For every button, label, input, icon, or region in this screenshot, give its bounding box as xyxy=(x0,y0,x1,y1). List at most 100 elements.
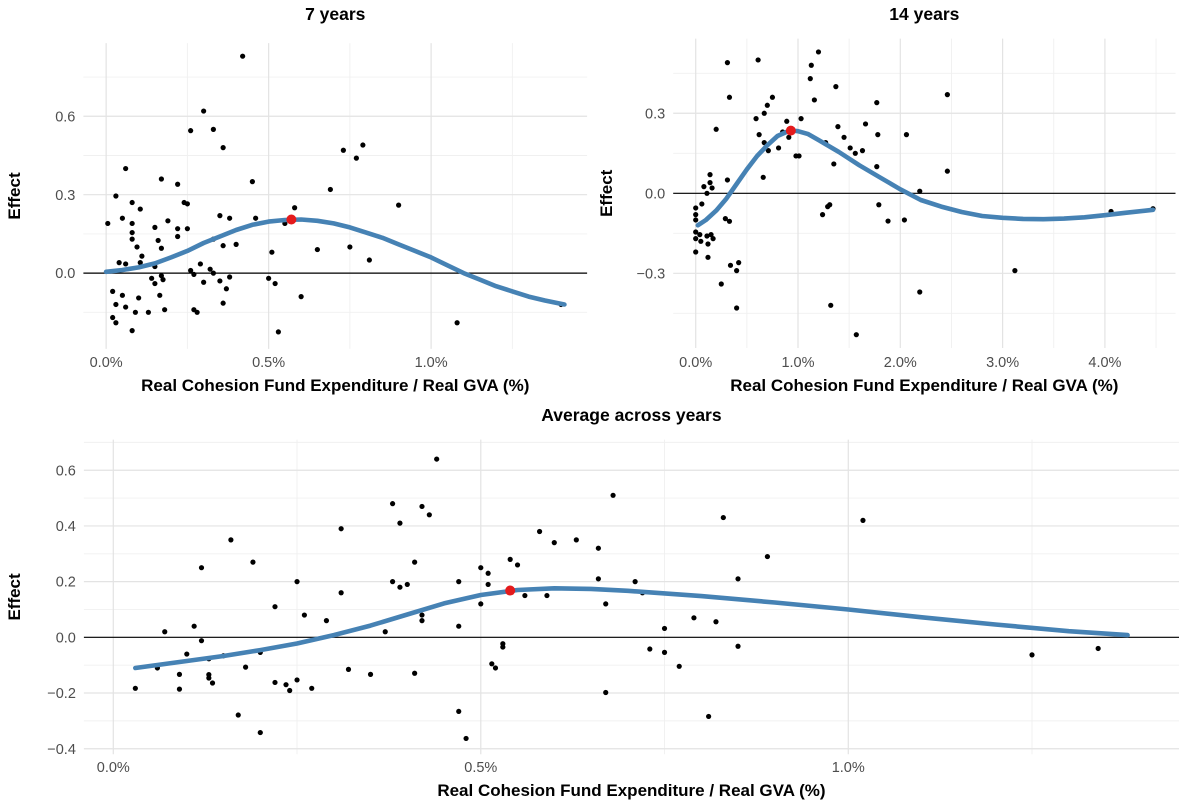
scatter-point xyxy=(327,186,333,193)
scatter-point xyxy=(162,629,168,635)
scatter-point xyxy=(704,190,710,196)
scatter-point xyxy=(1012,268,1018,274)
scatter-point xyxy=(220,243,226,249)
scatter-point xyxy=(860,517,866,523)
scatter-point xyxy=(197,261,203,267)
scatter-point xyxy=(724,177,731,183)
scatter-point xyxy=(123,165,129,172)
scatter-point xyxy=(713,126,719,132)
scatter-point xyxy=(807,76,813,82)
scatter-point xyxy=(272,604,278,610)
scatter-point xyxy=(176,686,183,692)
scatter-point xyxy=(191,623,197,629)
smooth-curve xyxy=(695,128,1156,228)
x-tick-label: 0.0% xyxy=(679,355,712,371)
scatter-point xyxy=(217,213,223,219)
scatter-point xyxy=(764,553,771,560)
scatter-point xyxy=(676,663,682,669)
scatter-point xyxy=(573,537,579,543)
scatter-point xyxy=(188,128,194,134)
scatter-point xyxy=(485,581,491,588)
scatter-point xyxy=(217,278,223,284)
panel-title: 14 years xyxy=(889,4,959,24)
scatter-point xyxy=(595,576,601,582)
scatter-point xyxy=(693,217,699,223)
scatter-point xyxy=(382,629,388,635)
smooth-curve xyxy=(133,586,1130,671)
scatter-point xyxy=(610,492,616,498)
y-tick-label: 0.0 xyxy=(55,266,75,282)
scatter-point xyxy=(522,592,528,599)
scatter-point xyxy=(210,270,216,276)
x-tick-label: 4.0% xyxy=(1088,355,1121,371)
scatter-point xyxy=(693,205,699,211)
scatter-point xyxy=(551,540,557,546)
scatter-point xyxy=(426,512,432,518)
scatter-point xyxy=(345,666,352,672)
scatter-point xyxy=(396,202,402,208)
scatter-point xyxy=(294,677,300,683)
y-tick-label: 0.0 xyxy=(56,630,76,646)
scatter-point xyxy=(152,280,158,287)
scatter-point xyxy=(853,332,859,338)
scatter-point xyxy=(123,304,129,310)
scatter-point xyxy=(454,320,460,326)
scatter-point xyxy=(876,202,882,208)
scatter-point xyxy=(735,576,741,582)
scatter-point xyxy=(835,124,841,130)
scatter-point xyxy=(901,217,908,223)
scatter-point xyxy=(137,260,143,266)
scatter-point xyxy=(456,623,462,629)
scatter-point xyxy=(514,562,521,568)
scatter-point xyxy=(841,134,847,140)
scatter-point xyxy=(706,713,712,720)
scatter-point xyxy=(242,664,249,670)
x-tick-label: 1.0% xyxy=(832,760,865,776)
scatter-point xyxy=(697,232,703,238)
scatter-point xyxy=(220,300,226,306)
scatter-point xyxy=(194,309,200,315)
scatter-point xyxy=(272,679,278,686)
scatter-point xyxy=(796,153,802,159)
scatter-point xyxy=(119,292,125,298)
scatter-point xyxy=(753,116,759,122)
scatter-point xyxy=(210,126,216,132)
panel-average-across-years: Average across years 0.0% 0.5% 1.0% −0.4 −0.2… xyxy=(5,405,1179,800)
scatter-point xyxy=(301,612,307,618)
scatter-point xyxy=(113,301,119,308)
scatter-point xyxy=(707,180,713,186)
scatter-point xyxy=(338,590,344,596)
x-tick-label: 0.0% xyxy=(90,355,123,371)
y-axis-title: Effect xyxy=(597,169,616,217)
scatter-point xyxy=(456,579,462,585)
x-axis-title: Real Cohesion Fund Expenditure / Real GV… xyxy=(437,781,825,800)
scatter-point xyxy=(181,199,187,206)
optimum-point xyxy=(505,585,516,596)
scatter-point xyxy=(129,236,135,242)
scatter-point xyxy=(693,236,699,242)
scatter-point xyxy=(389,579,396,585)
scatter-point xyxy=(249,179,255,185)
scatter-point xyxy=(769,94,776,100)
y-tick-label: 0.3 xyxy=(645,106,665,122)
scatter-point xyxy=(734,305,740,311)
scatter-point xyxy=(404,581,410,588)
scatter-point xyxy=(463,735,469,742)
scatter-point xyxy=(209,680,216,686)
scatter-point xyxy=(917,289,923,295)
scatter-point xyxy=(852,150,858,156)
scatter-point xyxy=(162,307,168,313)
scatter-point xyxy=(734,268,740,274)
scatter-point xyxy=(360,142,366,148)
scatter-point xyxy=(145,309,151,315)
scatter-point xyxy=(707,172,713,178)
scatter-point xyxy=(123,261,129,267)
scatter-point xyxy=(412,670,418,676)
scatter-point xyxy=(456,708,462,715)
panel-14-years: 14 years 0.0% 1.0% 2.0% 3.0% 4.0% −0.3 0.0 0.3 Re… xyxy=(597,4,1176,395)
scatter-point xyxy=(206,675,212,681)
scatter-point xyxy=(713,619,719,625)
scatter-point xyxy=(859,148,866,154)
scatter-point xyxy=(784,118,790,124)
scatter-point xyxy=(419,612,425,618)
